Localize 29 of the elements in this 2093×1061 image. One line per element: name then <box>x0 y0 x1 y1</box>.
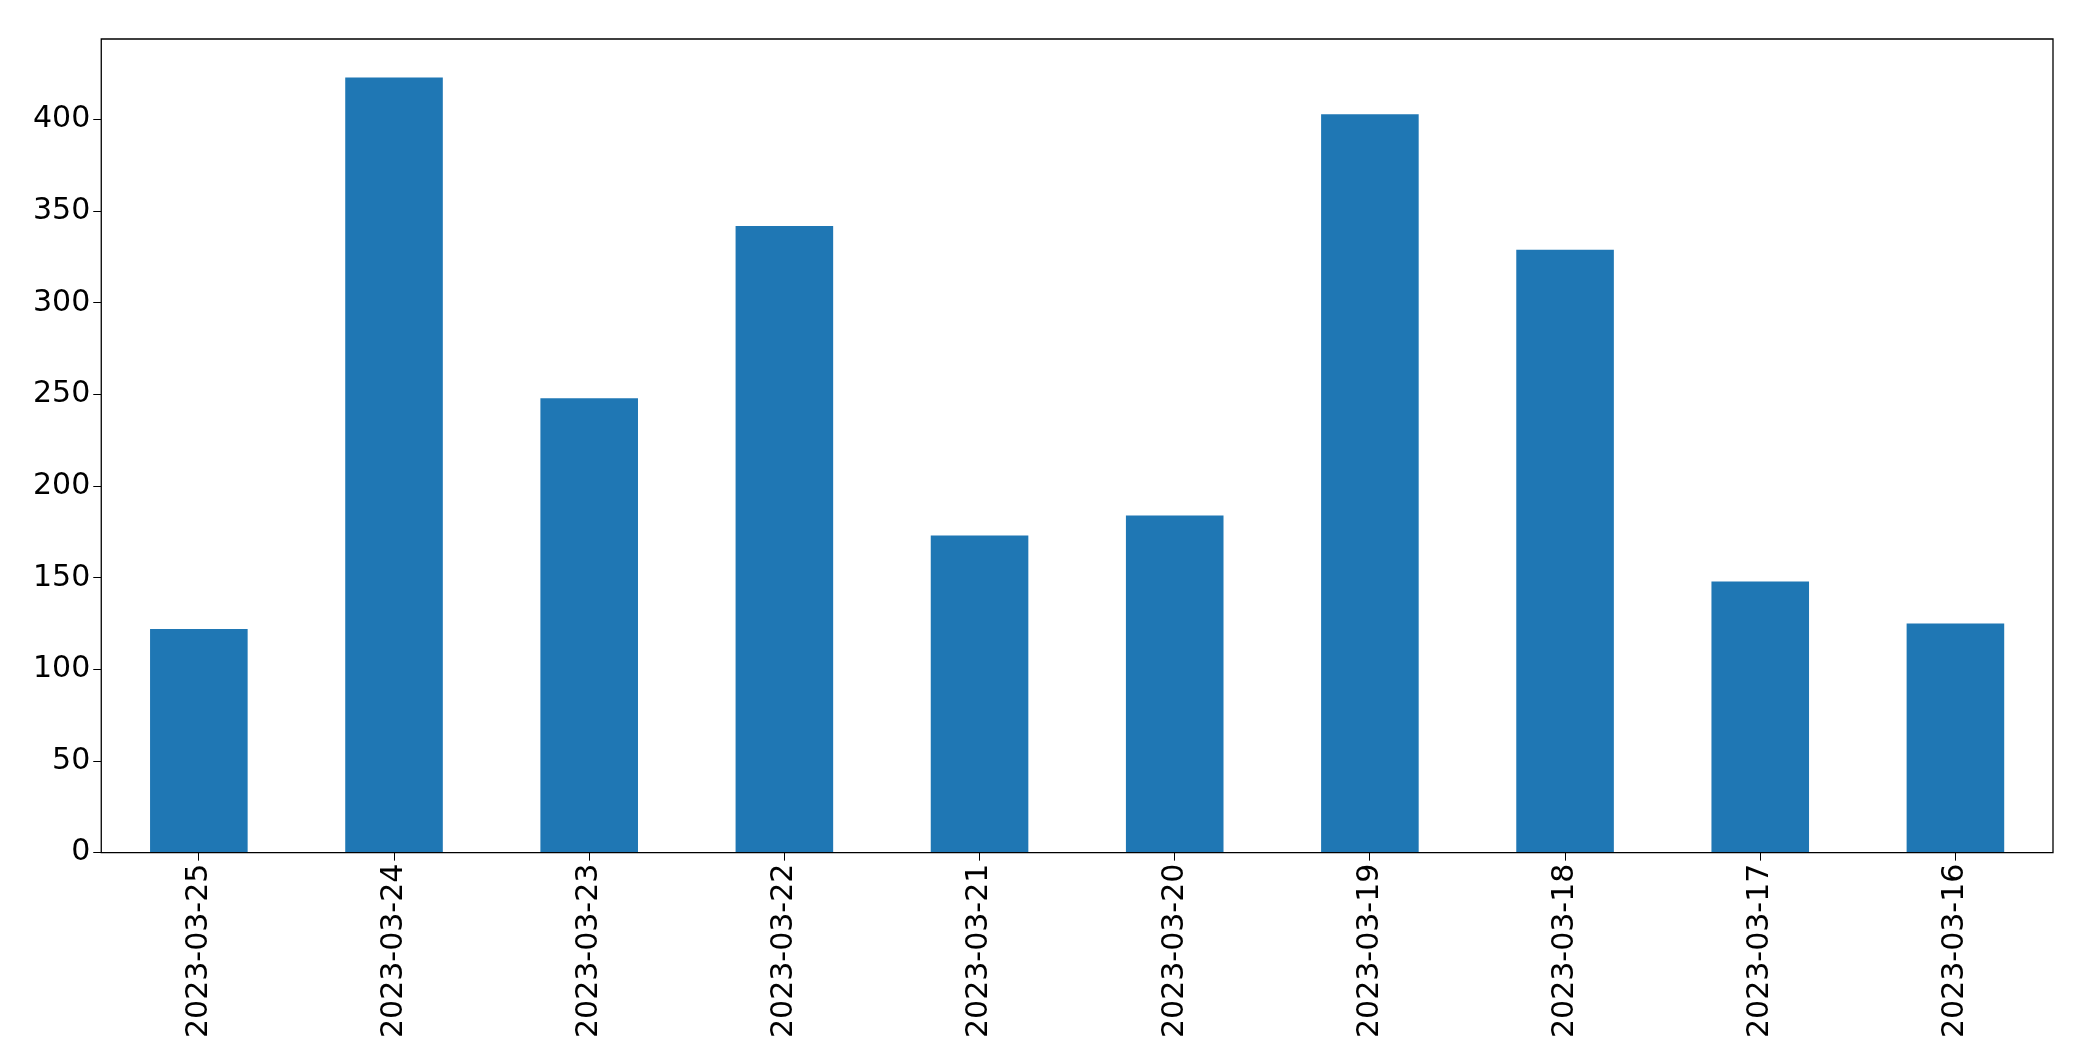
x-tick-label: 2023-03-22 <box>764 863 800 1039</box>
y-tick-label: 200 <box>33 465 91 501</box>
y-tick-label: 150 <box>33 557 91 593</box>
x-tick-label: 2023-03-18 <box>1544 863 1580 1039</box>
y-tick-label: 100 <box>33 649 91 685</box>
bar <box>1906 623 2005 853</box>
y-tick-label: 50 <box>52 740 91 776</box>
x-tick-label: 2023-03-19 <box>1349 863 1385 1039</box>
x-tick-label: 2023-03-20 <box>1154 863 1190 1039</box>
x-tick-label: 2023-03-17 <box>1740 863 1776 1039</box>
y-tick-label: 400 <box>33 99 91 135</box>
y-tick-label: 350 <box>33 191 91 227</box>
x-tick-label: 2023-03-25 <box>178 863 214 1039</box>
bar <box>150 629 248 853</box>
bar <box>1711 581 1810 853</box>
x-tick-label: 2023-03-24 <box>373 863 409 1039</box>
x-tick-label: 2023-03-23 <box>568 863 604 1039</box>
bar <box>1125 515 1224 853</box>
y-tick-label: 300 <box>33 282 91 318</box>
y-tick-label: 0 <box>71 832 91 868</box>
bar <box>1321 114 1419 853</box>
bar <box>1516 249 1614 853</box>
x-tick-label: 2023-03-16 <box>1935 863 1971 1039</box>
bar <box>930 535 1029 853</box>
bar <box>345 77 443 853</box>
bar <box>540 398 638 853</box>
bar <box>735 225 834 853</box>
y-tick-label: 250 <box>33 374 91 410</box>
x-tick-label: 2023-03-21 <box>959 863 995 1039</box>
